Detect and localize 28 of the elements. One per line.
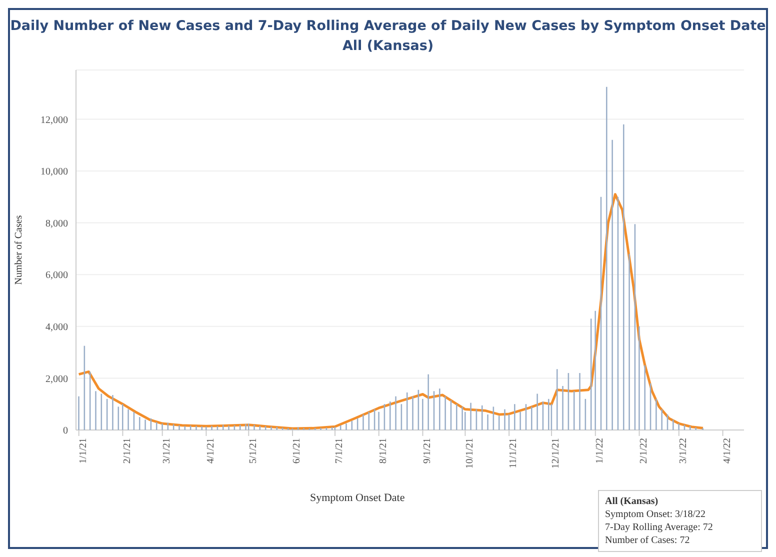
x-tick-label: 8/1/21 (378, 438, 389, 464)
y-tick-label: 8,000 (46, 218, 68, 230)
x-tick-label: 9/1/21 (422, 438, 433, 464)
x-axis-title: Symptom Onset Date (310, 492, 405, 504)
chart-subtitle: All (Kansas) (341, 37, 435, 56)
x-tick-label: 1/1/21 (78, 438, 89, 464)
x-tick-label: 2/1/21 (122, 438, 133, 464)
y-tick-label: 0 (63, 426, 68, 437)
x-tick-label: 4/1/22 (722, 438, 733, 464)
x-tick-label: 2/1/22 (638, 438, 650, 464)
x-tick-label: 3/1/21 (161, 438, 172, 464)
x-tick-label: 1/1/22 (594, 438, 606, 464)
y-tick-label: 2,000 (46, 374, 68, 385)
y-tick-label: 12,000 (40, 114, 68, 126)
x-tick-label: 3/1/22 (678, 438, 689, 464)
x-tick-label: 11/1/21 (508, 438, 520, 468)
y-tick-label: 6,000 (46, 270, 68, 282)
x-tick-label: 4/1/21 (205, 438, 216, 464)
x-tick-label: 7/1/21 (334, 438, 346, 464)
tooltip-box: All (Kansas) Symptom Onset: 3/18/22 7-Day Rolling Average: 72 Number of Cases: 72 (598, 490, 762, 552)
y-axis-title: Number of Cases (14, 215, 25, 285)
x-tick-label: 6/1/21 (292, 438, 303, 464)
x-tick-label: 5/1/21 (248, 438, 259, 464)
chart-title: Daily Number of New Cases and 7-Day Rolling Average of Daily New Cases by Symptom Onset Date (10, 17, 766, 36)
y-tick-label: 4,000 (46, 322, 68, 333)
x-tick-label: 10/1/21 (464, 438, 476, 469)
x-tick-label: 12/1/21 (550, 438, 562, 469)
y-tick-label: 10,000 (40, 166, 68, 178)
